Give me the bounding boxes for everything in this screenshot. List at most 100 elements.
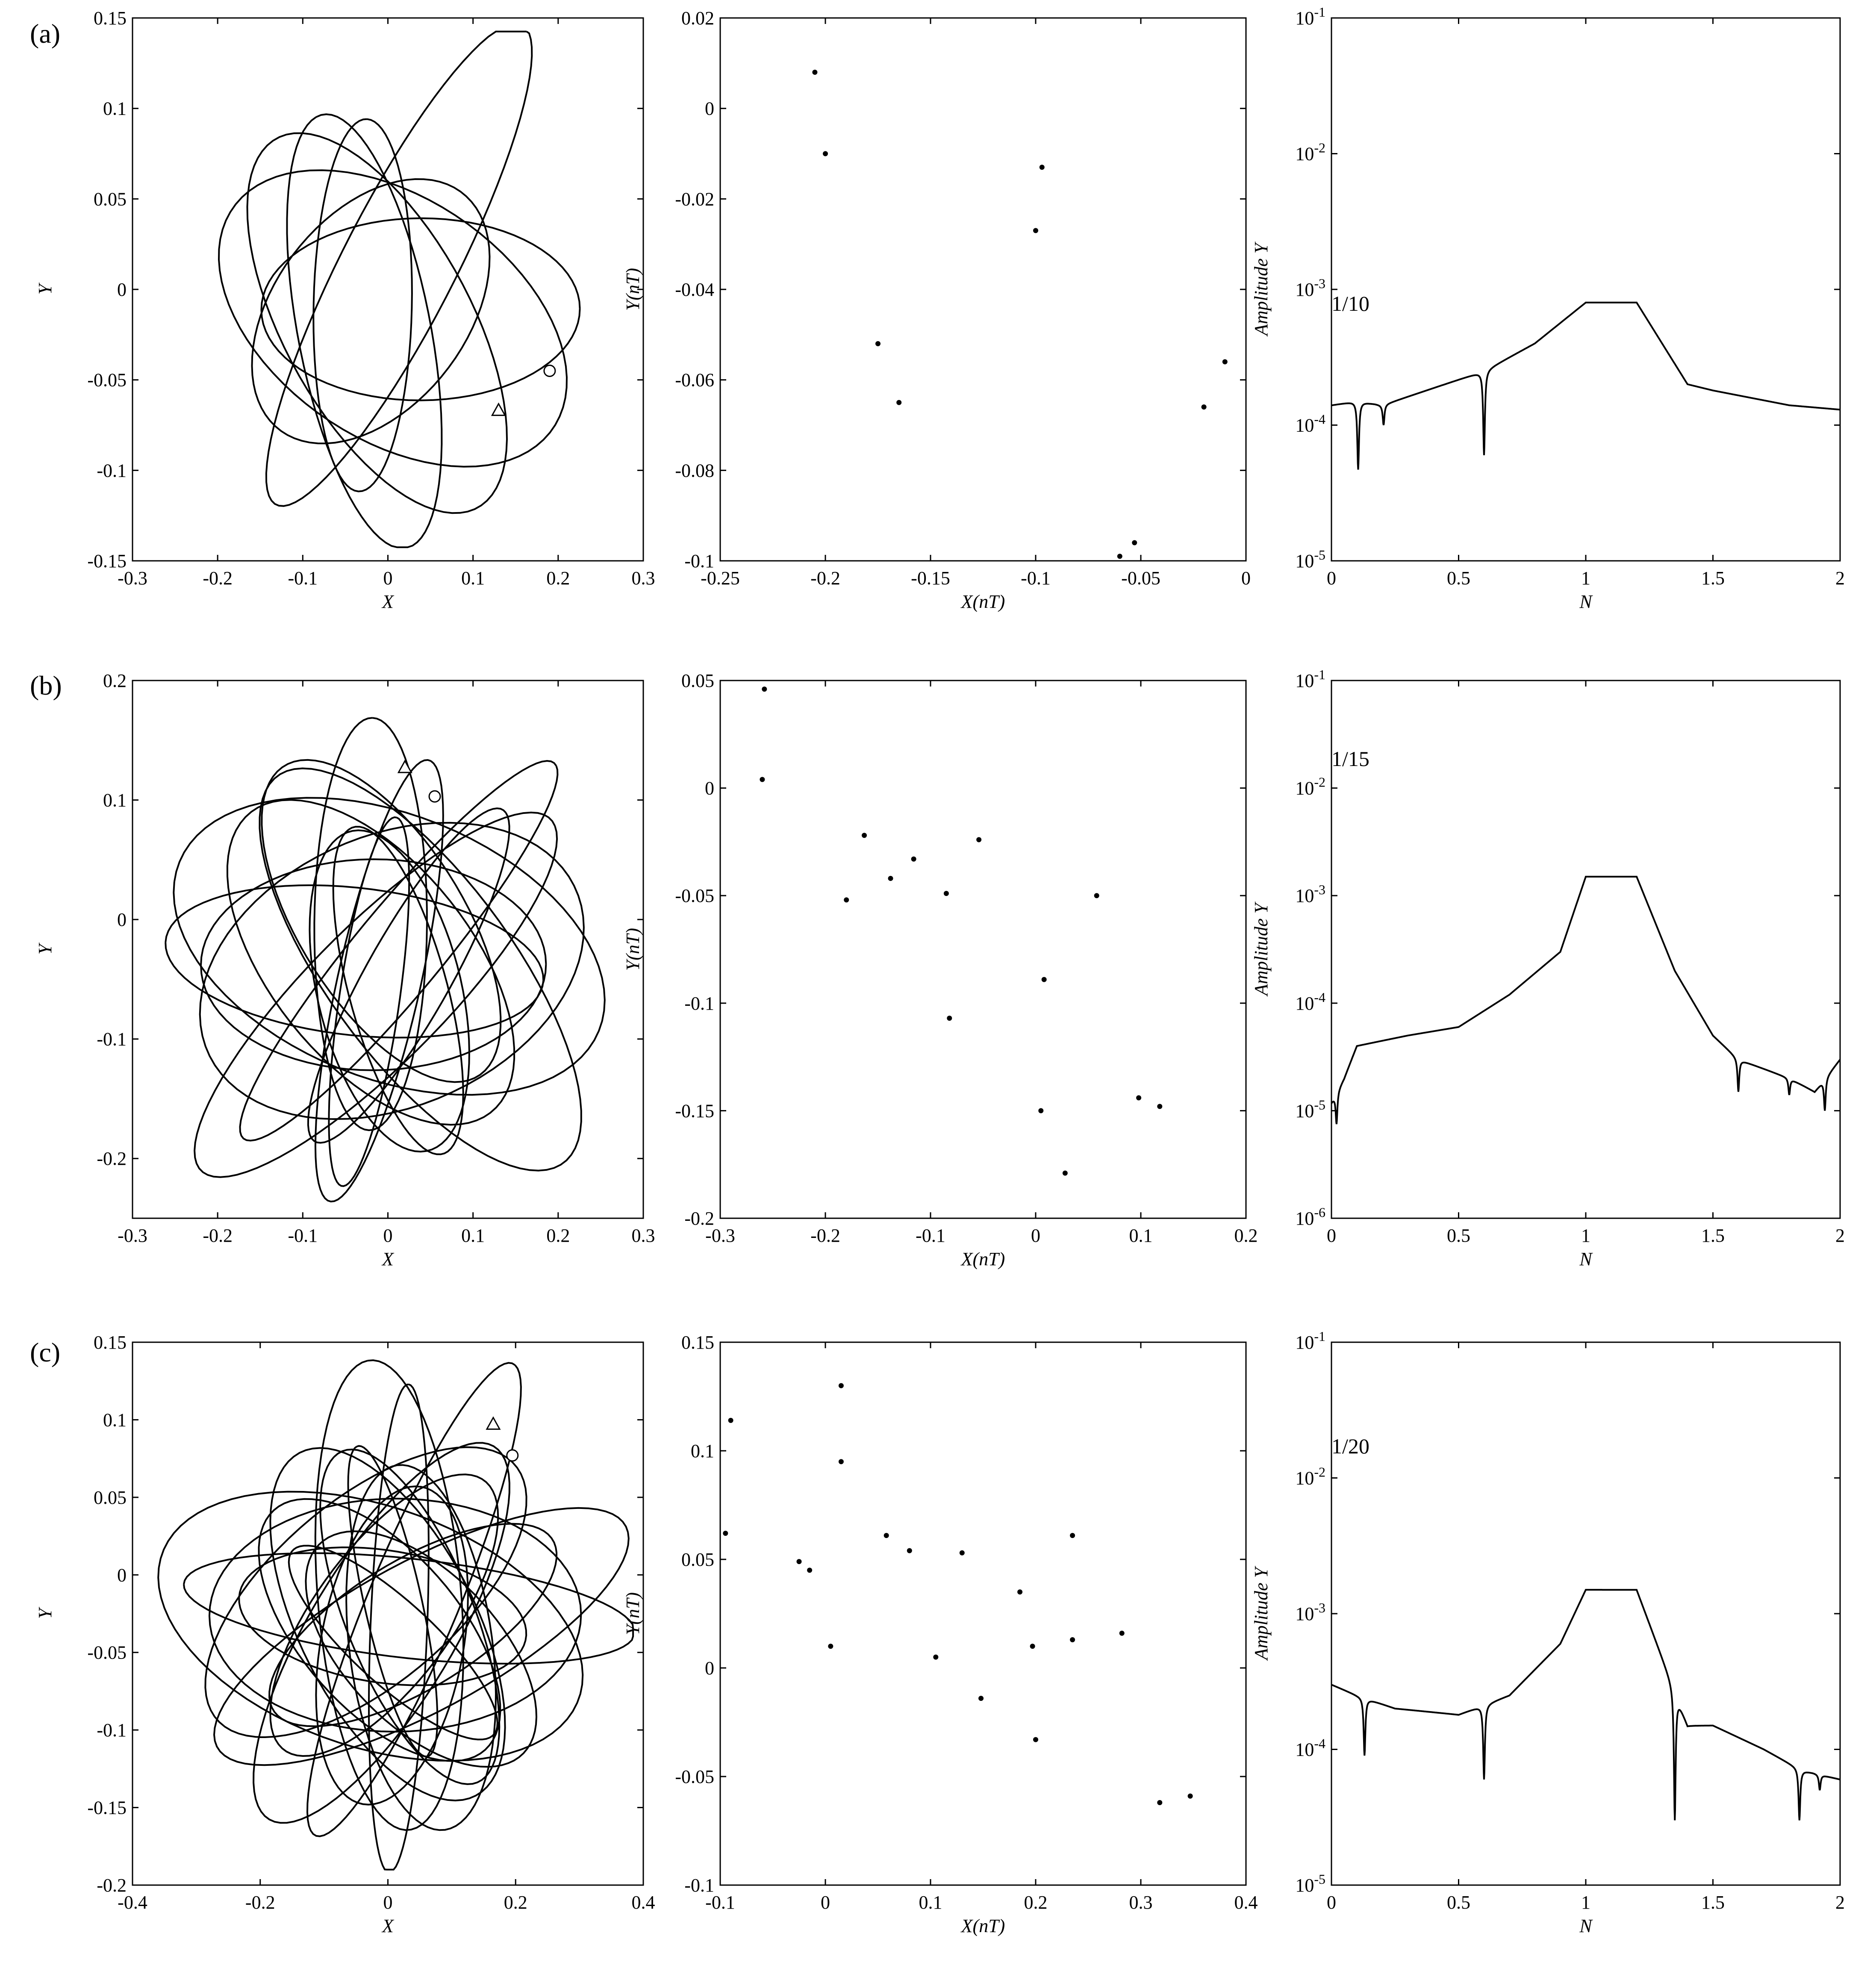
x-axis-label: N (1579, 1915, 1593, 1936)
y-tick-label: -0.02 (675, 189, 714, 209)
y-tick-label: -0.15 (87, 1797, 127, 1818)
x-tick-label: 2 (1835, 1225, 1845, 1246)
plot-frame (1331, 1341, 1841, 1886)
x-tick-label: -0.2 (810, 1225, 840, 1246)
poincare-point (1201, 404, 1207, 410)
spectrum-annotation: 1/10 (1331, 292, 1369, 315)
row-b: (b) 1/15 (30, 670, 1369, 771)
poincare-point (976, 837, 982, 843)
x-tick-label: -0.15 (911, 568, 950, 589)
x-tick-label: 0.2 (1234, 1225, 1258, 1246)
x-axis-label: X(nT) (960, 591, 1005, 612)
y-axis-label: Y (35, 1606, 56, 1619)
y-tick-label: 0.05 (681, 670, 714, 691)
poincare-point (1157, 1800, 1163, 1805)
spectrum-line (1331, 875, 1841, 1125)
x-tick-label: -0.3 (118, 1225, 147, 1246)
y-tick-label: 0.2 (103, 670, 127, 691)
tick-label: 10-2 (1295, 140, 1325, 165)
y-tick-label: 0 (117, 909, 127, 930)
x-tick-label: -0.1 (1021, 568, 1051, 589)
x-axis-label: X (381, 1249, 395, 1270)
y-tick-label: 0.05 (94, 1487, 127, 1508)
x-tick-label: -0.1 (705, 1892, 735, 1913)
x-axis-label: X(nT) (960, 1915, 1005, 1936)
y-tick-label: 0.1 (103, 790, 127, 811)
y-tick-label: -0.1 (684, 993, 714, 1014)
phase-trajectory (157, 1359, 634, 1871)
x-axis-label: N (1579, 591, 1593, 612)
amplitude-spectrum: 0 0.5 1 1.5 2 10-5 10-4 10-3 10-2 10-1 N Amplitude … (1251, 1329, 1845, 1936)
x-tick-label: 0.1 (919, 1892, 942, 1913)
poincare-point (812, 70, 818, 75)
plot-frame (132, 17, 644, 562)
tick-label: 10-6 (1295, 1205, 1325, 1229)
x-axis-label: X (381, 1915, 395, 1936)
x-tick-label: 0 (1327, 1892, 1336, 1913)
x-tick-label: -0.1 (916, 1225, 945, 1246)
x-tick-label: -0.3 (118, 568, 147, 589)
poincare-map: -0.3 -0.2 -0.1 0 0.1 0.2-0.2-0.15-0.1-0.0500.… (622, 670, 1258, 1270)
tick-label: 10-4 (1295, 412, 1325, 436)
panel-label: (b) (30, 670, 62, 701)
y-tick-label: -0.05 (675, 885, 714, 906)
tick-label: 10-1 (1295, 667, 1325, 691)
x-tick-label: -0.1 (288, 1225, 318, 1246)
poincare-point (1070, 1533, 1075, 1538)
poincare-point (760, 777, 765, 782)
x-tick-label: 0.2 (546, 1225, 570, 1246)
phase-portrait: -0.4 -0.2 0 0.2 0.4-0.2-0.15-0.1-0.0500.050.… (35, 1332, 655, 1936)
x-tick-label: 0.2 (504, 1892, 527, 1913)
poincare-point (1070, 1637, 1075, 1642)
poincare-point (875, 341, 881, 346)
poincare-point (1041, 977, 1047, 982)
x-tick-label: 1 (1581, 1225, 1590, 1246)
x-tick-label: 1 (1581, 568, 1590, 589)
triangle-marker (397, 759, 412, 773)
poincare-map: -0.1 0 0.1 0.2 0.3 0.4 -0.1 -0.05 0 0.05 0.1 0.15 X(… (622, 1332, 1258, 1936)
x-tick-label: 2 (1835, 568, 1845, 589)
poincare-point (907, 1548, 912, 1553)
x-tick-label: 0.1 (461, 568, 485, 589)
y-tick-label: 0.1 (691, 1441, 714, 1461)
poincare-point (1157, 1104, 1163, 1109)
tick-label: 10-3 (1295, 1600, 1325, 1624)
poincare-point (728, 1417, 733, 1423)
tick-label: 10-2 (1295, 1464, 1325, 1489)
poincare-point (1119, 1630, 1125, 1636)
y-tick-label: 0.1 (103, 1409, 127, 1430)
poincare-point (943, 891, 949, 896)
y-tick-label: 0 (705, 98, 714, 119)
phase-trajectory (218, 30, 581, 548)
poincare-point (823, 151, 828, 156)
y-tick-label: 0.15 (94, 1332, 127, 1353)
tick-label: 10-1 (1295, 1329, 1325, 1353)
amplitude-spectrum: 0 0.5 1 1.5 2 10-5 10-4 10-3 10-2 10-1 N Amplitude … (1251, 4, 1845, 612)
y-tick-label: -0.1 (97, 460, 127, 481)
x-tick-label: -0.1 (288, 568, 318, 589)
poincare-point (1039, 165, 1045, 170)
plot-frame (719, 17, 1247, 562)
y-tick-label: -0.05 (675, 1766, 714, 1787)
circle-marker (428, 790, 441, 803)
x-tick-label: 0 (1241, 568, 1251, 589)
x-tick-label: 2 (1835, 1892, 1845, 1913)
panel-label: (c) (30, 1337, 60, 1367)
poincare-point (1117, 554, 1122, 559)
y-tick-label: -0.2 (684, 1208, 714, 1229)
tick-label: 10-1 (1295, 4, 1325, 29)
poincare-point (723, 1531, 728, 1536)
y-axis-label: Y(nT) (622, 1592, 643, 1635)
y-tick-label: -0.1 (97, 1720, 127, 1741)
y-tick-label: 0.05 (94, 189, 127, 209)
poincare-point (1136, 1095, 1142, 1101)
phase-trajectory (165, 717, 606, 1202)
triangle-marker (491, 402, 506, 416)
x-tick-label: 0 (383, 568, 393, 589)
poincare-point (844, 897, 849, 903)
x-tick-label: 0 (1327, 568, 1336, 589)
tick-label: 10-5 (1295, 1097, 1325, 1121)
y-axis-label: Y(nT) (622, 268, 643, 311)
circle-marker (506, 1449, 519, 1462)
